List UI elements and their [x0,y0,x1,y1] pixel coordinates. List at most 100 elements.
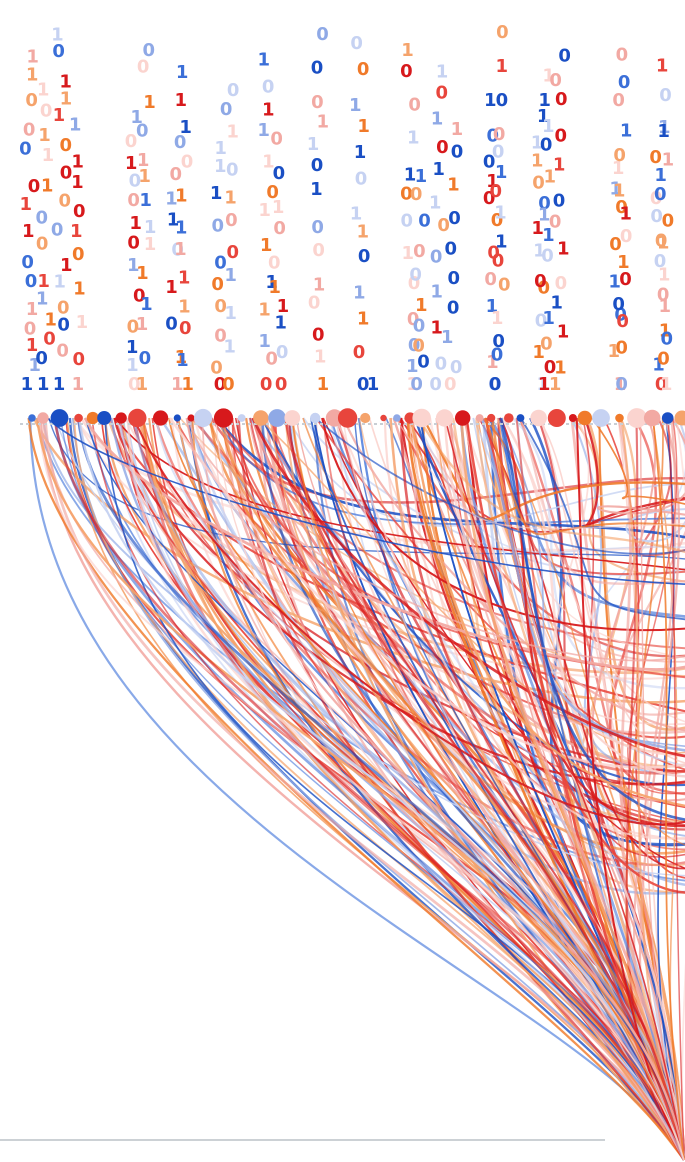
binary-digit: 0 [493,124,506,145]
binary-digit: 0 [28,176,41,197]
binary-digit: 0 [451,142,464,163]
binary-digit: 0 [357,374,370,395]
binary-digit: 0 [21,252,34,273]
binary-digit: 0 [211,274,224,295]
binary-digit: 1 [415,166,428,187]
source-dot [97,411,112,425]
binary-digit: 1 [175,90,188,111]
source-dot [187,414,195,422]
binary-digit: 1 [436,61,449,82]
source-dot [337,408,358,428]
binary-digit: 1 [314,347,327,368]
binary-digit: 1 [167,210,180,231]
binary-digit: 1 [350,203,363,224]
binary-digit: 1 [532,342,545,363]
binary-digit: 0 [553,191,566,212]
binary-digit: 1 [178,296,191,317]
binary-digit: 1 [143,92,156,113]
binary-digit: 0 [620,226,633,247]
source-dot [268,409,286,427]
binary-digit: 1 [140,294,153,315]
flow-curve [417,417,685,554]
binary-digit: 0 [492,251,505,272]
binary-digit: 0 [225,210,238,231]
binary-digit: 1 [129,213,142,234]
binary-digit: 0 [137,57,150,78]
binary-digit: 1 [60,88,73,109]
binary-digit: 0 [410,374,423,395]
binary-digit: 0 [538,277,551,298]
binary-digit: 1 [214,138,227,159]
binary-digit: 1 [609,179,622,200]
flow-curve [484,417,685,536]
binary-digit: 1 [353,283,366,304]
binary-digit: 1 [70,221,83,242]
binary-digit: 1 [307,134,320,155]
binary-digit: 0 [661,328,674,349]
binary-digit: 1 [265,272,278,293]
binary-digit: 1 [550,292,563,313]
binary-digit: 1 [26,299,39,320]
binary-digit: 1 [175,186,188,207]
binary-digit: 0 [534,271,547,292]
binary-digit: 1 [553,154,566,175]
binary-digit: 1 [544,167,557,188]
binary-digit: 0 [214,296,227,317]
flow-curve [187,417,685,662]
flow-curve [104,417,685,1161]
binary-digit: 1 [53,105,66,126]
binary-digit: 0 [227,242,240,263]
binary-digit: 1 [258,50,271,71]
binary-digit: 1 [447,175,460,196]
binary-digit: 1 [542,308,555,329]
binary-digit: 1 [72,374,85,395]
binary-digit: 0 [413,315,426,336]
binary-digit: 1 [28,355,41,376]
binary-digit: 0 [409,265,422,286]
binary-digit: 0 [436,137,449,158]
source-dot [74,413,83,423]
binary-digit: 0 [133,286,146,307]
binary-digit: 0 [615,338,628,359]
binary-digit: 1 [262,151,275,172]
binary-digit: 1 [357,308,370,329]
flow-curve [575,417,685,1161]
source-dot [253,410,269,426]
binary-digit: 1 [430,318,443,339]
binary-digit: 1 [224,187,237,208]
binary-digit: 1 [268,277,281,298]
binary-digit: 0 [410,184,423,205]
binary-digit: 0 [616,44,629,65]
binary-digit: 0 [532,173,545,194]
binary-digit: 1 [538,90,551,111]
binary-digit: 1 [619,204,632,225]
source-dot [592,409,610,427]
binary-digit: 1 [652,355,665,376]
flow-curve [409,417,685,807]
flow-curve [444,417,685,1161]
binary-digit: 1 [354,142,367,163]
binary-digit: 1 [542,66,555,87]
binary-digit: 1 [658,265,671,286]
binary-digit: 0 [355,169,368,190]
binary-digit: 0 [214,253,227,274]
binary-digit: 1 [26,47,39,68]
binary-digit: 1 [144,234,157,255]
binary-digit: 0 [275,374,288,395]
binary-digit: 1 [41,176,54,197]
flow-curve [114,417,685,571]
binary-digit: 0 [448,208,461,229]
binary-digit: 0 [265,349,278,370]
binary-digit: 1 [136,374,149,395]
source-dot [516,414,525,422]
binary-digit: 0 [273,218,286,239]
binary-digit: 0 [165,314,178,335]
binary-digit: 1 [406,374,419,395]
binary-digit: 0 [260,374,273,395]
binary-digit: 1 [620,121,633,142]
binary-digit: 1 [22,221,35,242]
binary-digit: 1 [127,255,140,276]
binary-digit: 0 [127,317,140,338]
binary-digit: 0 [437,215,450,236]
binary-digit: 1 [486,296,499,317]
